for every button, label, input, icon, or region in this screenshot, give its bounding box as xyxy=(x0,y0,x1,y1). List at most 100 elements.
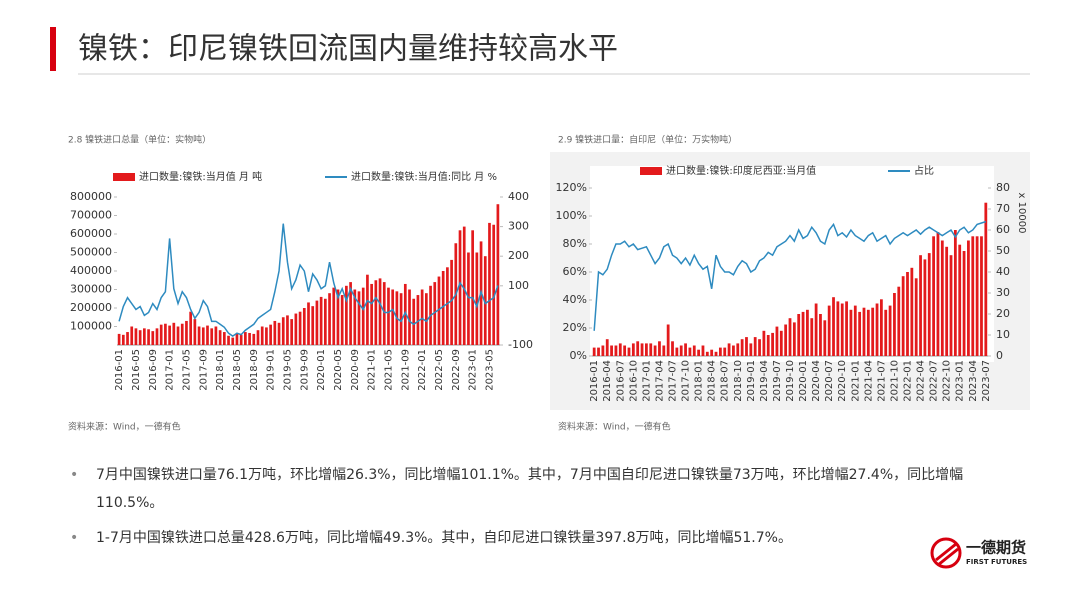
bar xyxy=(684,343,687,356)
x-tick-label: 2020-09 xyxy=(350,349,361,391)
bar xyxy=(328,293,331,345)
x-tick-label: 2017-01 xyxy=(641,360,652,402)
x-tick-label: 2022-01 xyxy=(902,360,913,402)
bar xyxy=(185,320,188,345)
bar xyxy=(252,333,256,345)
source-note: 资料来源：Wind，一德有色 xyxy=(558,421,671,433)
bar xyxy=(349,282,352,345)
bar xyxy=(433,282,437,345)
bar xyxy=(649,343,653,356)
bar xyxy=(471,230,474,345)
bar xyxy=(788,318,792,356)
bar xyxy=(971,236,975,356)
bar xyxy=(875,303,879,356)
bar xyxy=(462,226,466,345)
plot-background xyxy=(590,166,994,362)
x-tick-label: 2016-04 xyxy=(602,360,613,402)
title-bar xyxy=(50,27,56,71)
bar xyxy=(775,326,779,356)
x-tick-label: 2023-01 xyxy=(468,349,479,391)
bar xyxy=(671,341,674,356)
bar xyxy=(483,256,487,345)
x-tick-label: 2020-07 xyxy=(824,360,835,402)
x-tick-label: 2019-10 xyxy=(785,360,796,402)
x-tick-label: 2018-01 xyxy=(215,349,226,391)
y2-tick-label: 80 xyxy=(996,181,1010,194)
x-tick-label: 2019-07 xyxy=(772,360,783,402)
bar xyxy=(858,311,862,356)
x-tick-label: 2020-10 xyxy=(837,360,848,402)
bar xyxy=(235,333,239,345)
y-tick-label: 80% xyxy=(563,237,587,250)
x-tick-label: 2022-07 xyxy=(929,360,940,402)
bar xyxy=(862,307,866,356)
bar xyxy=(387,287,390,345)
bar xyxy=(962,251,966,356)
bar xyxy=(121,334,125,345)
bar xyxy=(416,295,420,345)
bar xyxy=(403,283,407,345)
y-tick-label: 120% xyxy=(556,181,587,194)
bar xyxy=(679,345,683,356)
bar xyxy=(286,315,289,345)
y-tick-label: 600000 xyxy=(70,227,112,240)
x-tick-label: 2021-01 xyxy=(850,360,861,402)
bar xyxy=(927,253,931,356)
bar xyxy=(446,267,449,345)
bar xyxy=(675,347,679,356)
bar xyxy=(353,289,357,345)
bar xyxy=(370,283,373,345)
bar xyxy=(345,285,348,345)
legend-label: 占比 xyxy=(914,164,934,177)
bar xyxy=(779,330,783,356)
bar xyxy=(914,278,918,356)
bar xyxy=(840,303,844,356)
x-tick-label: 2019-01 xyxy=(266,349,277,391)
bar xyxy=(319,296,323,345)
bar xyxy=(814,303,818,356)
legend-swatch xyxy=(640,167,662,175)
bar xyxy=(967,240,970,356)
bar xyxy=(180,323,184,345)
bar xyxy=(618,343,622,356)
x-tick-label: 2017-01 xyxy=(165,349,176,391)
x-tick-label: 2022-10 xyxy=(942,360,953,402)
bar xyxy=(758,339,761,356)
x-tick-label: 2022-01 xyxy=(417,349,428,391)
bar xyxy=(932,236,935,356)
x-tick-label: 2017-10 xyxy=(681,360,692,402)
bar xyxy=(492,224,496,345)
y-tick-label: 400000 xyxy=(70,264,112,277)
bar xyxy=(193,319,197,345)
bar xyxy=(658,341,661,356)
bar xyxy=(640,343,644,356)
y2-tick-label: 70 xyxy=(996,202,1010,215)
bar xyxy=(836,301,840,356)
bar xyxy=(294,313,298,345)
x-tick-label: 2019-04 xyxy=(759,360,770,402)
bar xyxy=(222,332,226,345)
bar xyxy=(623,345,627,356)
bar xyxy=(597,347,600,356)
bar xyxy=(923,259,927,356)
bar xyxy=(592,347,596,356)
bar xyxy=(945,246,949,356)
y-tick-label: 300000 xyxy=(70,283,112,296)
bar xyxy=(849,309,853,356)
bar xyxy=(884,309,888,356)
bar xyxy=(281,317,285,345)
bar xyxy=(176,326,180,345)
bar xyxy=(159,324,163,345)
x-tick-label: 2018-09 xyxy=(249,349,260,391)
bar xyxy=(906,272,909,356)
x-tick-label: 2017-04 xyxy=(654,360,665,402)
bar xyxy=(248,332,251,345)
bar xyxy=(311,306,315,345)
bar xyxy=(866,309,870,356)
bar xyxy=(784,324,788,356)
bar xyxy=(138,330,142,345)
bar xyxy=(701,345,705,356)
bar xyxy=(117,333,121,345)
bar xyxy=(753,337,757,356)
